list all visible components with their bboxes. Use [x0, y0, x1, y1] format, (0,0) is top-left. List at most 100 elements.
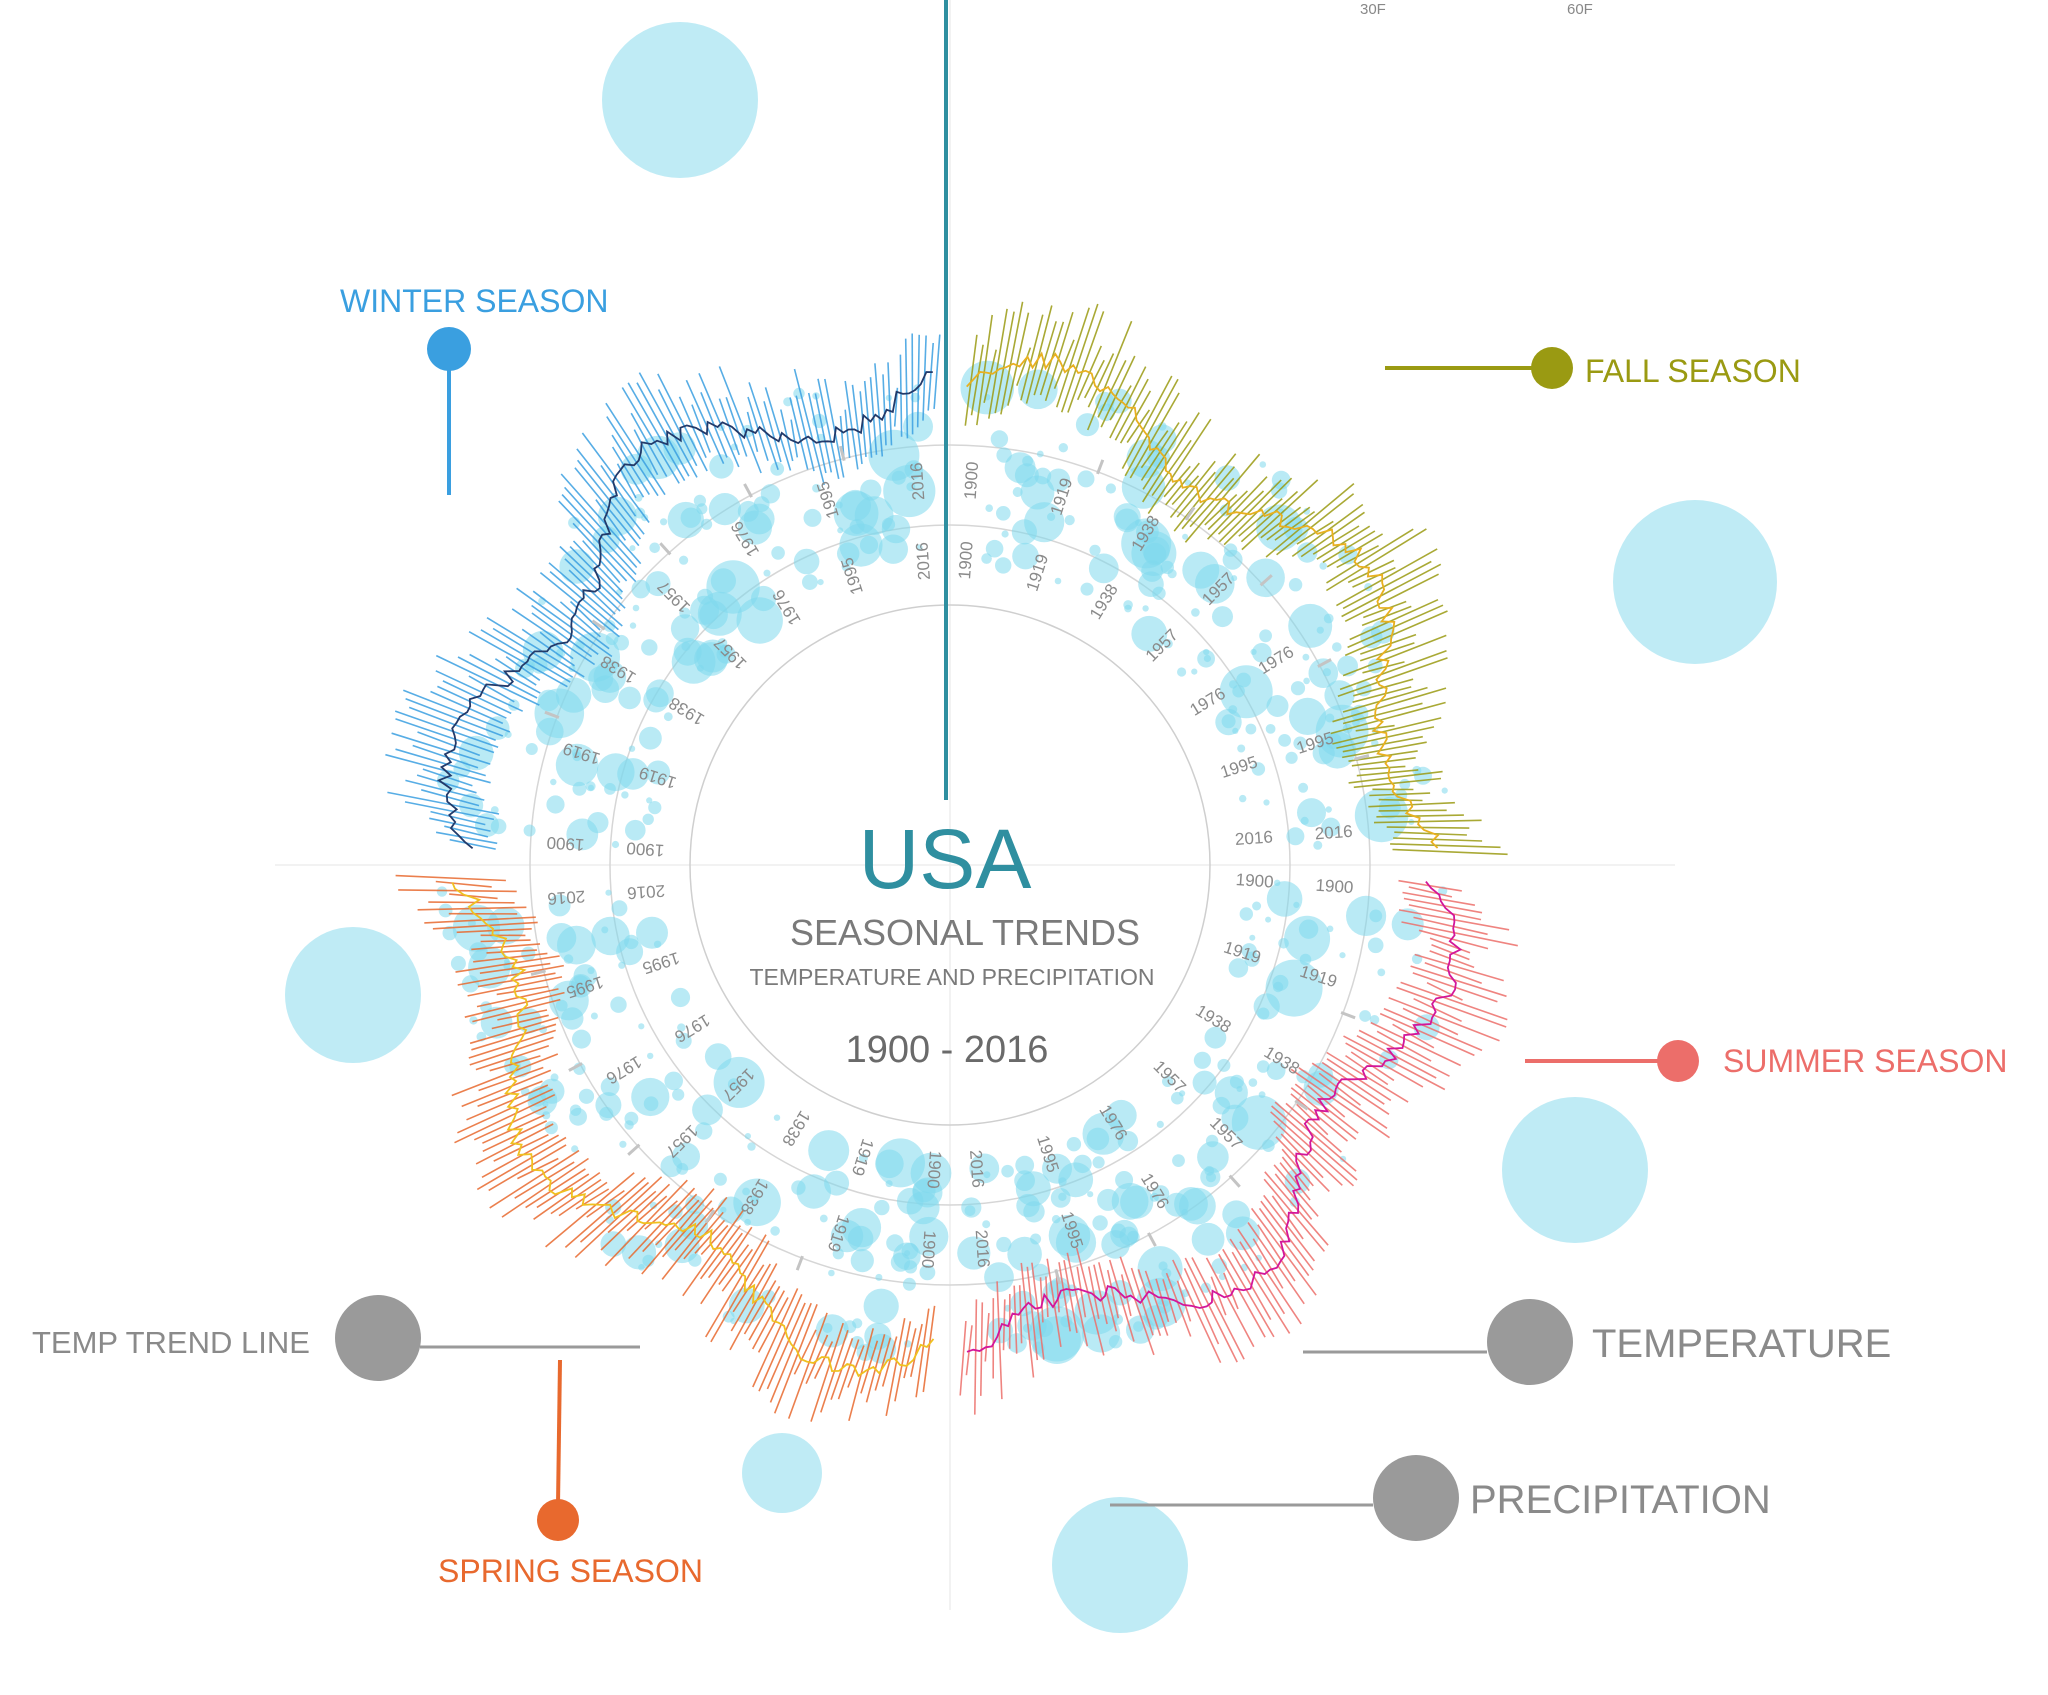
- temperature-spike: [1229, 1238, 1291, 1334]
- precipitation-bubble: [904, 1250, 911, 1257]
- precipitation-bubble: [1303, 677, 1310, 685]
- precipitation-bubble: [1138, 571, 1164, 597]
- precipitation-bubble: [919, 1264, 936, 1281]
- temperature-spike: [718, 398, 740, 456]
- temperature-spike: [488, 1144, 567, 1192]
- year-tick-label: 2016: [966, 1149, 988, 1188]
- precipitation-bubble: [1249, 934, 1256, 941]
- precipitation-bubble: [969, 1153, 1000, 1184]
- precipitation-bubble: [1239, 794, 1247, 803]
- temperature-spike: [472, 998, 561, 1023]
- precipitation-bubble: [625, 819, 646, 841]
- temperature-spike: [511, 608, 596, 666]
- temperature-spike: [1181, 466, 1236, 530]
- legend-temperature-dot: [1487, 1299, 1573, 1385]
- temperature-spike: [1358, 1029, 1450, 1077]
- temperature-spike: [1106, 1269, 1120, 1319]
- temperature-spike: [894, 1321, 912, 1402]
- precipitation-bubble: [611, 840, 620, 849]
- temperature-spike: [839, 415, 845, 458]
- temperature-spike: [787, 1312, 828, 1419]
- precipitation-bubble: [874, 1199, 890, 1216]
- temperature-spike: [1390, 843, 1501, 849]
- fall-season-label: FALL SEASON: [1585, 353, 1801, 389]
- temperature-spike: [810, 1322, 844, 1422]
- temperature-spike: [579, 1181, 650, 1243]
- temperature-spike: [1347, 559, 1395, 584]
- temperature-spike: [531, 612, 593, 658]
- precipitation-bubble: [1219, 665, 1273, 719]
- temperature-spike: [606, 416, 659, 497]
- temperature-spike: [725, 396, 748, 457]
- precipitation-bubble: [737, 500, 759, 522]
- precipitation-bubble: [704, 1043, 732, 1070]
- temperature-spike: [531, 604, 599, 655]
- precipitation-bubble: [1131, 615, 1168, 652]
- temperature-spike: [385, 753, 491, 784]
- precipitation-bubble: [1298, 782, 1309, 793]
- temperature-spike: [605, 402, 666, 496]
- year-tick-label: 1900: [1315, 876, 1354, 898]
- temperature-spike: [743, 1280, 777, 1335]
- year-tick-label: 1938: [778, 1107, 814, 1149]
- precipitation-bubble: [602, 22, 758, 178]
- temperature-spike: [1280, 1133, 1324, 1179]
- temperature-spike: [814, 393, 833, 473]
- temperature-spike: [1376, 1030, 1432, 1062]
- temperature-spike: [1087, 1266, 1100, 1320]
- precipitation-bubble: [671, 640, 716, 684]
- temperature-spike: [751, 1290, 786, 1350]
- precipitation-bubble: [1265, 916, 1272, 923]
- temperature-spike: [468, 631, 568, 688]
- temperature-spike: [394, 710, 499, 749]
- temperature-spike: [1322, 530, 1376, 563]
- precipitation-bubble: [1203, 648, 1210, 656]
- precipitation-bubble: [1156, 1120, 1164, 1128]
- temperature-spike: [1392, 1023, 1435, 1049]
- year-tick-label: 2016: [1314, 822, 1353, 844]
- spring-season-label: SPRING SEASON: [438, 1553, 703, 1589]
- temperature-spike: [795, 395, 815, 472]
- precipitation-bubble: [1265, 959, 1323, 1017]
- temperature-spike: [1016, 347, 1032, 386]
- precipitation-bubble: [523, 824, 536, 837]
- temperature-spike: [1348, 750, 1418, 762]
- temperature-spike: [1318, 1072, 1361, 1106]
- temperature-spike: [464, 991, 565, 1018]
- temperature-spike: [549, 570, 619, 631]
- temperature-spike: [1155, 1278, 1170, 1323]
- temperature-spike: [721, 1248, 754, 1292]
- temperature-spike: [1353, 777, 1442, 789]
- temperature-spike: [903, 1328, 917, 1379]
- precipitation-bubble: [1228, 705, 1238, 714]
- precipitation-bubble: [1298, 919, 1319, 939]
- precipitation-bubble: [605, 889, 612, 896]
- temperature-spike: [1044, 311, 1074, 402]
- precipitation-bubble: [436, 886, 448, 897]
- precipitation-bubble: [886, 1234, 904, 1252]
- fall-pin-dot: [1531, 347, 1573, 389]
- temperature-spike: [1344, 573, 1439, 623]
- temperature-spike: [1162, 1279, 1178, 1324]
- precipitation-bubble: [628, 745, 636, 752]
- precipitation-bubble: [461, 975, 479, 993]
- precipitation-bubble: [856, 1343, 874, 1361]
- precipitation-bubble: [1214, 465, 1241, 491]
- temperature-spike: [887, 362, 893, 446]
- year-tick-mark: [1259, 574, 1273, 587]
- temperature-spike: [1126, 409, 1151, 443]
- temperature-spike: [1298, 1067, 1388, 1129]
- temperature-spike: [1426, 981, 1463, 1001]
- precipitation-bubble: [1236, 1086, 1243, 1092]
- temperature-spike: [391, 732, 491, 765]
- precipitation-bubble: [1325, 732, 1342, 750]
- precipitation-bubble: [1012, 487, 1023, 497]
- precipitation-bubble: [995, 557, 1012, 574]
- precipitation-bubble: [1131, 531, 1177, 576]
- temperature-spike: [1142, 412, 1200, 503]
- precipitation-bubble: [600, 1077, 620, 1097]
- precipitation-bubble: [744, 1133, 752, 1140]
- temperature-spike: [793, 1329, 817, 1375]
- temperature-spike: [1312, 525, 1360, 555]
